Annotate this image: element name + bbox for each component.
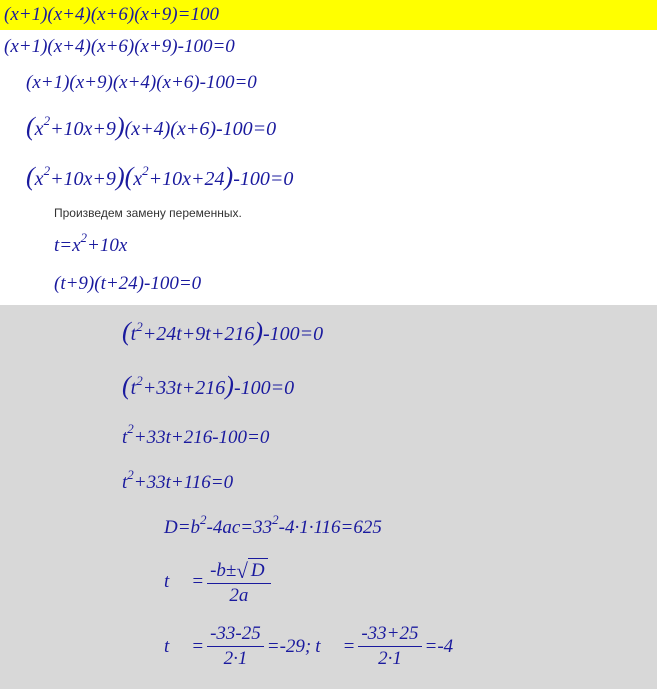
equation-step: (t2+33t+216)-100=0: [0, 359, 657, 413]
math-expr: t=x2+10x: [54, 235, 127, 256]
equation-substitution: t=x2+10x: [0, 224, 657, 265]
math-expr: D=b2-4ac=332-4·1·116=625: [164, 517, 382, 538]
quadratic-formula: t = -b±√D 2a: [0, 549, 657, 615]
math-expr: (t+9)(t+24)-100=0: [54, 273, 201, 294]
lhs: t: [164, 636, 169, 658]
numerator-1: -33-25: [207, 623, 264, 646]
equation-step: (x+1)(x+9)(x+4)(x+6)-100=0: [0, 64, 657, 102]
math-expr: (x+1)(x+4)(x+6)(x+9)=100: [4, 4, 219, 25]
result-1: =-29;: [267, 636, 311, 658]
equation-step: (x+1)(x+4)(x+6)(x+9)-100=0: [0, 30, 657, 64]
fraction-1: -33-25 2·1: [207, 623, 264, 670]
math-expr: (x2+10x+9)(x+4)(x+6)-100=0: [26, 118, 276, 140]
math-expr: (x2+10x+9)(x2+10x+24)-100=0: [26, 168, 293, 190]
math-expr: (t2+24t+9t+216)-100=0: [122, 323, 323, 345]
solutions: t = -33-25 2·1 =-29; t = -33+25 2·1 =-4: [0, 615, 657, 678]
numerator-2: -33+25: [358, 623, 421, 646]
math-expr: (x+1)(x+4)(x+6)(x+9)-100=0: [4, 36, 235, 57]
equals: =: [191, 636, 204, 658]
denominator-1: 2·1: [207, 646, 264, 670]
denominator-2: 2·1: [358, 646, 421, 670]
fraction: -b±√D 2a: [207, 557, 271, 607]
numerator: -b±√D: [207, 557, 271, 583]
math-expr: (x+1)(x+9)(x+4)(x+6)-100=0: [26, 72, 257, 93]
equation-step: (t2+24t+9t+216)-100=0: [0, 305, 657, 359]
equation-step: (t+9)(t+24)-100=0: [0, 265, 657, 305]
fraction-2: -33+25 2·1: [358, 623, 421, 670]
math-expr: t2+33t+116=0: [122, 472, 233, 493]
equation-step: t2+33t+116=0: [0, 459, 657, 504]
comment-text: Произведем замену переменных.: [54, 206, 242, 220]
result-2: =-4: [425, 636, 454, 658]
denominator: 2a: [207, 583, 271, 607]
math-expr: t2+33t+216-100=0: [122, 427, 269, 448]
equation-step: (x2+10x+9)(x+4)(x+6)-100=0: [0, 102, 657, 152]
discriminant: D=b2-4ac=332-4·1·116=625: [0, 504, 657, 549]
equation-step: (x2+10x+9)(x2+10x+24)-100=0: [0, 152, 657, 202]
equals: =: [191, 571, 204, 593]
lhs: t: [164, 571, 169, 593]
lhs-2: t: [315, 636, 320, 658]
math-expr: (t2+33t+216)-100=0: [122, 377, 294, 399]
equation-step: t2+33t+216-100=0: [0, 413, 657, 458]
comment-substitution: Произведем замену переменных.: [0, 202, 657, 224]
equation-original: (x+1)(x+4)(x+6)(x+9)=100: [0, 0, 657, 30]
equals-2: =: [343, 636, 356, 658]
